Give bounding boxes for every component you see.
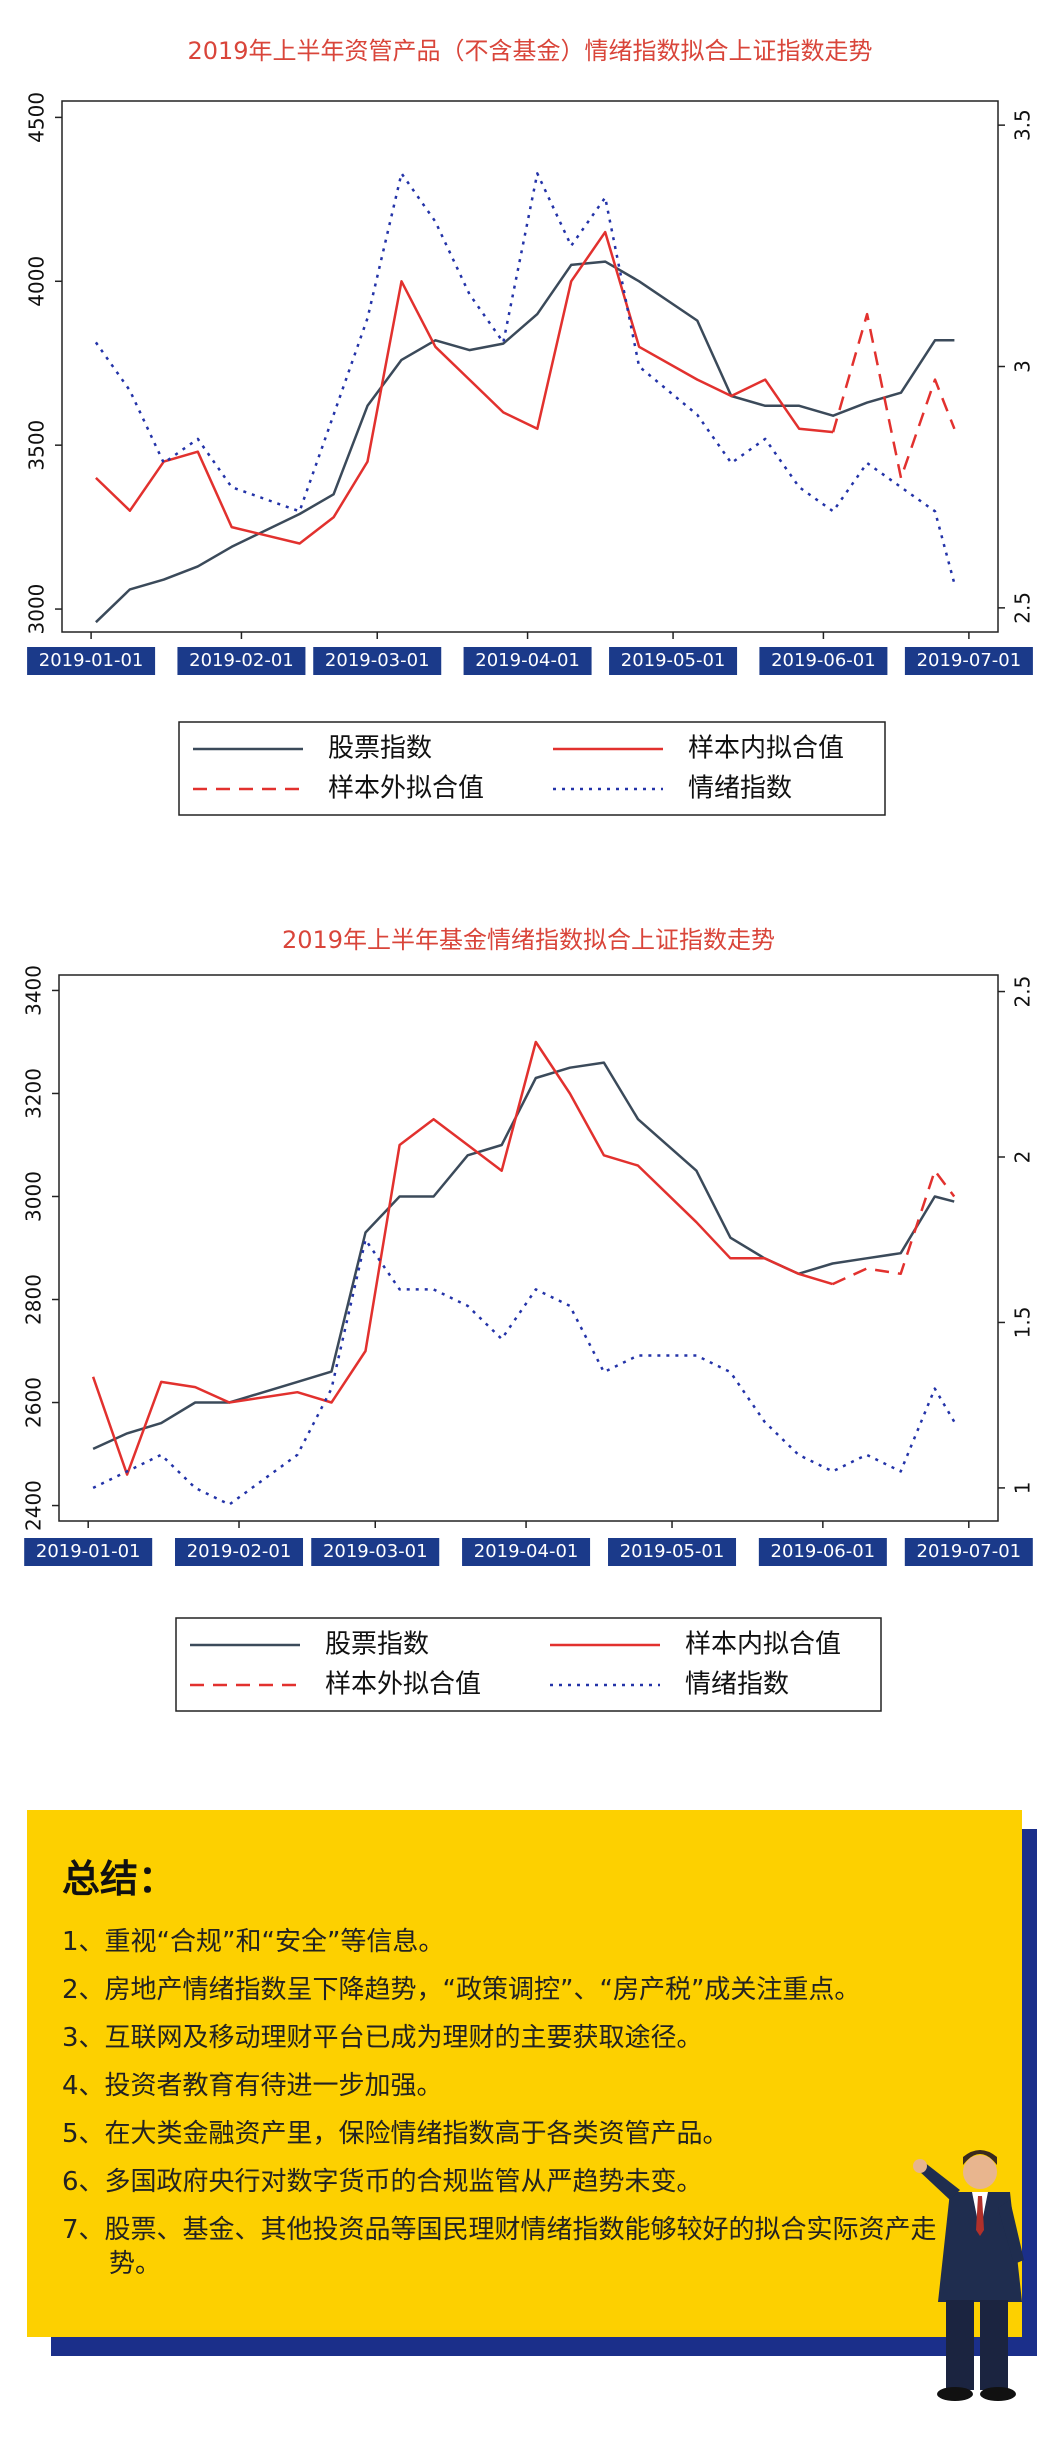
x-tick-label: 2019-05-01 bbox=[620, 1541, 725, 1562]
x-tick-label: 2019-03-01 bbox=[325, 650, 430, 671]
series-line bbox=[94, 172, 956, 585]
series-line bbox=[95, 260, 955, 624]
x-tick-label-bg bbox=[759, 647, 888, 675]
x-tick-label-bg bbox=[27, 647, 156, 675]
chart-title: 2019年上半年资管产品（不含基金）情绪指数拟合上证指数走势 bbox=[187, 37, 872, 65]
series-line bbox=[95, 230, 834, 545]
x-tick-label-bg bbox=[609, 647, 738, 675]
series-line bbox=[832, 1169, 956, 1286]
summary-list: 1、重视“合规”和“安全”等信息。 2、房地产情绪指数呈下降趋势，“政策调控”、“… bbox=[62, 1925, 1022, 2281]
y-tick-label: 4000 bbox=[25, 256, 49, 307]
x-tick-label: 2019-02-01 bbox=[187, 1541, 292, 1562]
y-tick-label: 2400 bbox=[22, 1480, 46, 1531]
legend-label: 股票指数 bbox=[328, 734, 432, 764]
legend-box bbox=[175, 1617, 882, 1712]
summary-item: 6、多国政府央行对数字货币的合规监管从严趋势未变。 bbox=[62, 2167, 703, 2197]
x-tick-label-bg bbox=[175, 1538, 304, 1566]
summary: 总结： 1、重视“合规”和“安全”等信息。 2、房地产情绪指数呈下降趋势，“政策调… bbox=[27, 1810, 1022, 2337]
y-tick-label: 3000 bbox=[22, 1171, 46, 1222]
y-tick-label: 3000 bbox=[25, 584, 49, 635]
x-tick-label: 2019-06-01 bbox=[771, 1541, 876, 1562]
x-tick-label-bg bbox=[904, 1538, 1033, 1566]
y2-tick-label: 1 bbox=[1011, 1482, 1035, 1495]
legend-label: 样本外拟合值 bbox=[325, 1670, 481, 1700]
y-tick-label: 3500 bbox=[25, 420, 49, 471]
summary-title: 总结： bbox=[62, 1857, 177, 1901]
y-tick-label: 3200 bbox=[22, 1068, 46, 1119]
legend-label: 样本内拟合值 bbox=[688, 734, 844, 764]
summary-item: 2、房地产情绪指数呈下降趋势，“政策调控”、“房产税”成关注重点。 bbox=[62, 1975, 861, 2005]
x-tick-label-bg bbox=[313, 647, 442, 675]
person-illustration bbox=[913, 2150, 1024, 2401]
x-tick-label: 2019-06-01 bbox=[771, 650, 876, 671]
x-tick-label-bg bbox=[24, 1538, 153, 1566]
x-tick-label-bg bbox=[463, 647, 592, 675]
y2-tick-label: 1.5 bbox=[1011, 1307, 1035, 1339]
x-tick-label: 2019-07-01 bbox=[917, 1541, 1022, 1562]
x-tick-label: 2019-03-01 bbox=[323, 1541, 428, 1562]
legend-label: 样本内拟合值 bbox=[685, 1630, 841, 1660]
x-tick-label-bg bbox=[177, 647, 306, 675]
summary-item: 5、在大类金融资产里，保险情绪指数高于各类资管产品。 bbox=[62, 2119, 729, 2149]
summary-item: 7、股票、基金、其他投资品等国民理财情绪指数能够较好的拟合实际资产走势。 bbox=[62, 2215, 937, 2279]
x-tick-label-bg bbox=[608, 1538, 737, 1566]
x-tick-label-bg bbox=[311, 1538, 440, 1566]
plot-frame bbox=[61, 100, 999, 633]
x-tick-label-bg bbox=[758, 1538, 887, 1566]
plot-frame bbox=[58, 974, 999, 1522]
series-line bbox=[831, 312, 956, 480]
y2-tick-label: 2.5 bbox=[1011, 592, 1035, 624]
summary-item: 1、重视“合规”和“安全”等信息。 bbox=[62, 1927, 445, 1957]
series-line bbox=[92, 1238, 956, 1506]
x-tick-label: 2019-04-01 bbox=[475, 650, 580, 671]
x-tick-label-bg bbox=[904, 647, 1033, 675]
legend-label: 样本外拟合值 bbox=[328, 774, 484, 804]
chart-title: 2019年上半年基金情绪指数拟合上证指数走势 bbox=[282, 926, 775, 954]
series-line bbox=[92, 1061, 955, 1451]
y2-tick-label: 3.5 bbox=[1011, 109, 1035, 141]
y2-tick-label: 2 bbox=[1011, 1151, 1035, 1164]
summary-item: 3、互联网及移动理财平台已成为理财的主要获取途径。 bbox=[62, 2023, 703, 2053]
x-tick-label: 2019-01-01 bbox=[39, 650, 144, 671]
y-tick-label: 3400 bbox=[22, 965, 46, 1016]
x-tick-label-bg bbox=[462, 1538, 591, 1566]
legend-box bbox=[178, 721, 886, 816]
y-tick-label: 2600 bbox=[22, 1377, 46, 1428]
x-tick-label: 2019-07-01 bbox=[917, 650, 1022, 671]
series-line bbox=[91, 1040, 833, 1476]
legend-label: 情绪指数 bbox=[688, 774, 792, 804]
x-tick-label: 2019-01-01 bbox=[36, 1541, 141, 1562]
x-tick-label: 2019-02-01 bbox=[189, 650, 294, 671]
x-tick-label: 2019-05-01 bbox=[621, 650, 726, 671]
y-tick-label: 2800 bbox=[22, 1274, 46, 1325]
y-tick-label: 4500 bbox=[25, 92, 49, 143]
summary-item: 4、投资者教育有待进一步加强。 bbox=[62, 2071, 443, 2101]
summary-box bbox=[27, 1810, 1022, 2337]
x-tick-label: 2019-04-01 bbox=[474, 1541, 579, 1562]
y2-tick-label: 2.5 bbox=[1011, 976, 1035, 1008]
legend-label: 情绪指数 bbox=[685, 1670, 789, 1700]
y2-tick-label: 3 bbox=[1011, 360, 1035, 373]
legend-label: 股票指数 bbox=[325, 1630, 429, 1660]
